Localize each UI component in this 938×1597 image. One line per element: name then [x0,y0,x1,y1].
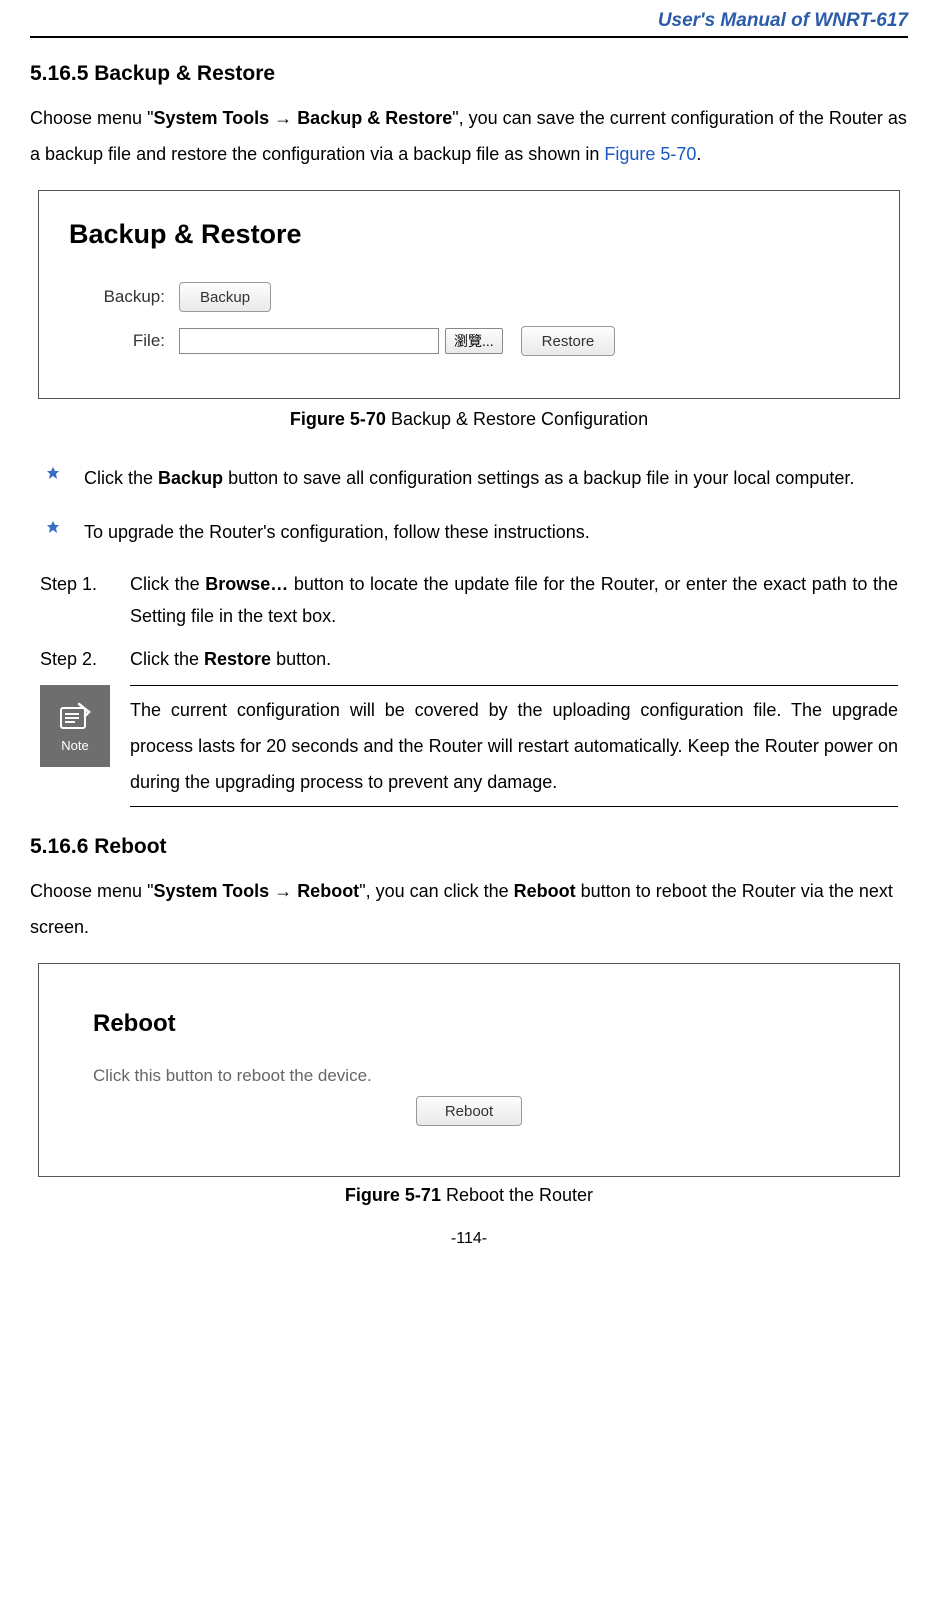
panel-title: Backup & Restore [69,219,869,250]
label-backup: Backup: [69,287,179,307]
note-block: Note The current configuration will be c… [40,685,898,807]
text: Click the [130,574,205,594]
label-file: File: [69,331,179,351]
caption-bold: Figure 5-71 [345,1185,441,1205]
caption-text: Backup & Restore Configuration [386,409,648,429]
text: Choose menu " [30,108,153,128]
text: button to save all configuration setting… [223,468,854,488]
text-bold: Browse… [205,574,288,594]
file-path-input[interactable] [179,328,439,354]
note-rule-bottom [130,806,898,807]
backup-intro: Choose menu "System Tools → Backup & Res… [30,100,908,172]
text: Click the [84,468,158,488]
text-bold: Restore [204,649,271,669]
step-label: Step 2. [40,643,130,675]
reboot-subtitle: Click this button to reboot the device. [93,1066,845,1086]
note-icon: Note [40,685,110,767]
bullet-item: Click the Backup button to save all conf… [40,460,898,496]
section-heading-backup: 5.16.5 Backup & Restore [30,62,908,86]
header-title: User's Manual of WNRT-617 [30,10,908,36]
panel-title: Reboot [93,1010,845,1038]
text: . [696,144,701,164]
figure-ref-link[interactable]: Figure 5-70 [604,144,696,164]
reboot-intro: Choose menu "System Tools → Reboot", you… [30,873,908,945]
text: To upgrade the Router's configuration, f… [84,522,590,542]
header-rule [30,36,908,38]
text-bold: System Tools [153,881,269,901]
figure-caption-2: Figure 5-71 Reboot the Router [30,1185,908,1206]
arrow: → [269,108,297,128]
text-bold: Backup [158,468,223,488]
bullet-icon [40,514,84,534]
bullet-icon [40,460,84,480]
reboot-button[interactable]: Reboot [416,1096,522,1126]
figure-backup-restore: Backup & Restore Backup: Backup File: 瀏覽… [38,190,900,399]
text: Click the [130,649,204,669]
text-bold: Reboot [514,881,576,901]
figure-reboot: Reboot Click this button to reboot the d… [38,963,900,1177]
section-heading-reboot: 5.16.6 Reboot [30,835,908,859]
step-item: Step 2. Click the Restore button. [40,643,898,675]
text-bold: Reboot [297,881,359,901]
text-bold: System Tools [153,108,269,128]
browse-button[interactable]: 瀏覽... [445,328,503,354]
text-bold: Backup & Restore [297,108,452,128]
figure-caption-1: Figure 5-70 Backup & Restore Configurati… [30,409,908,430]
backup-button[interactable]: Backup [179,282,271,312]
bullet-item: To upgrade the Router's configuration, f… [40,514,898,550]
step-label: Step 1. [40,568,130,600]
arrow: → [269,881,297,901]
text: button. [271,649,331,669]
caption-bold: Figure 5-70 [290,409,386,429]
note-text: The current configuration will be covere… [130,686,898,806]
restore-button[interactable]: Restore [521,326,616,356]
step-item: Step 1. Click the Browse… button to loca… [40,568,898,633]
text: ", you can click the [359,881,513,901]
caption-text: Reboot the Router [441,1185,593,1205]
text: Choose menu " [30,881,153,901]
note-label: Note [61,738,88,753]
page-number: -114- [30,1230,908,1248]
